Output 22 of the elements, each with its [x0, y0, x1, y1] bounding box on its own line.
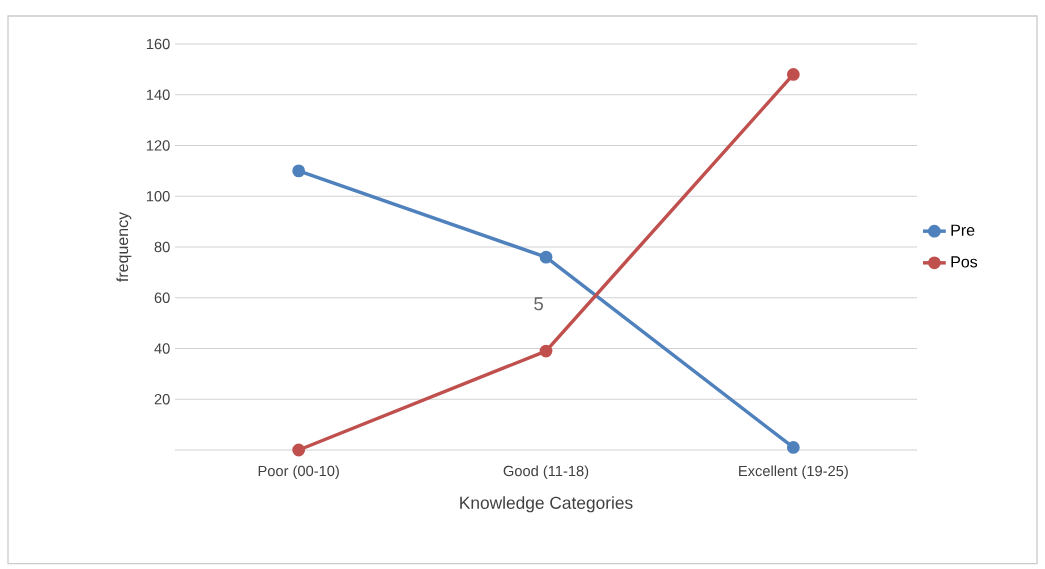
y-axis-title: frequency: [116, 211, 132, 282]
y-tick-label: 40: [154, 343, 170, 354]
point: [786, 68, 800, 81]
x-axis-title: Knowledge Categories: [460, 496, 633, 513]
y-tick-label: 20: [154, 394, 170, 405]
annotation: 5: [534, 297, 543, 311]
point: [292, 164, 306, 178]
y-tick-label: 60: [154, 292, 170, 303]
point: [539, 344, 553, 358]
legend-label: Pos: [951, 256, 978, 268]
y-tick-label: 80: [154, 241, 170, 253]
x-tick-label: Good (11-18): [503, 465, 589, 480]
y-tick-label: 120: [146, 140, 170, 151]
legend-label: Pre: [951, 224, 975, 236]
y-tick-label: 100: [146, 191, 170, 202]
point: [539, 250, 553, 264]
y-tick-label: 140: [146, 89, 170, 100]
point: [292, 443, 306, 457]
x-tick-label: Excellent (19-25): [739, 465, 848, 480]
point: [786, 441, 800, 454]
x-tick-label: Poor (00-10): [258, 465, 339, 480]
y-tick-label: 160: [146, 38, 170, 50]
